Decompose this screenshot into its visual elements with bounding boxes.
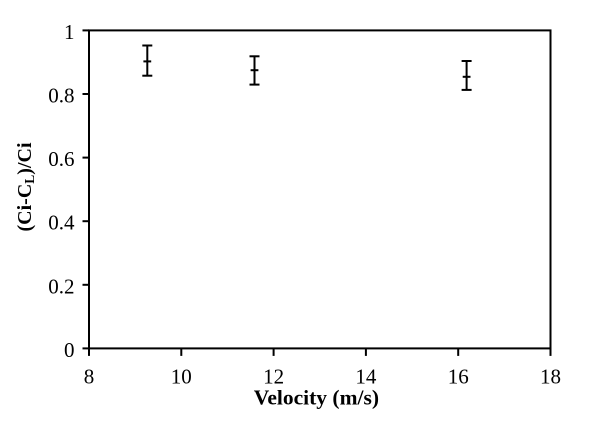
svg-text:12: 12 — [263, 365, 284, 389]
svg-text:14: 14 — [355, 365, 377, 389]
svg-text:16: 16 — [448, 365, 469, 389]
svg-text:1: 1 — [64, 20, 75, 44]
svg-text:0.6: 0.6 — [48, 147, 74, 171]
svg-text:0.2: 0.2 — [48, 274, 74, 298]
svg-text:0.4: 0.4 — [48, 211, 75, 235]
svg-text:0.8: 0.8 — [48, 84, 74, 108]
svg-text:8: 8 — [84, 365, 95, 389]
svg-text:0: 0 — [64, 338, 75, 362]
svg-text:10: 10 — [171, 365, 192, 389]
svg-text:Velocity (m/s): Velocity (m/s) — [254, 386, 379, 410]
svg-text:(Ci-CL)/Ci: (Ci-CL)/Ci — [14, 142, 37, 231]
svg-text:18: 18 — [540, 365, 561, 389]
